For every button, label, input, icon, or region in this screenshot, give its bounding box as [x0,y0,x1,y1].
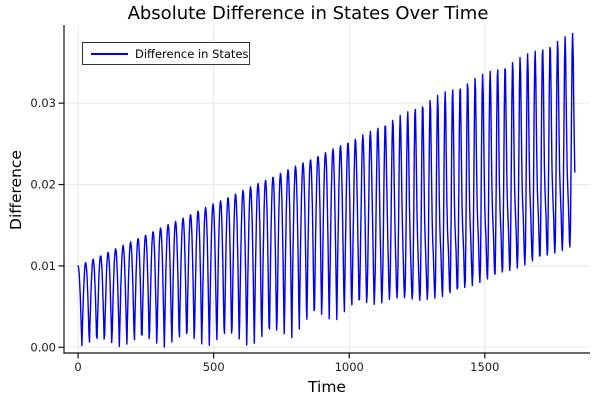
y-tick-label: 0.02 [30,178,56,192]
x-tick-label: 1500 [470,360,499,374]
legend-label: Difference in States [135,46,249,61]
chart-title: Absolute Difference in States Over Time [127,3,489,24]
y-axis-label: Difference [7,150,25,230]
series-line [77,32,576,348]
x-tick-label: 500 [203,360,225,374]
y-tick-label: 0.03 [30,96,56,110]
legend: Difference in States [82,42,250,65]
legend-line-sample [91,52,128,55]
x-tick-label: 1000 [335,360,364,374]
x-tick-label: 0 [74,360,81,374]
y-tick-label: 0.01 [30,259,56,273]
x-axis-label: Time [308,378,346,396]
y-tick-label: 0.00 [30,340,56,354]
